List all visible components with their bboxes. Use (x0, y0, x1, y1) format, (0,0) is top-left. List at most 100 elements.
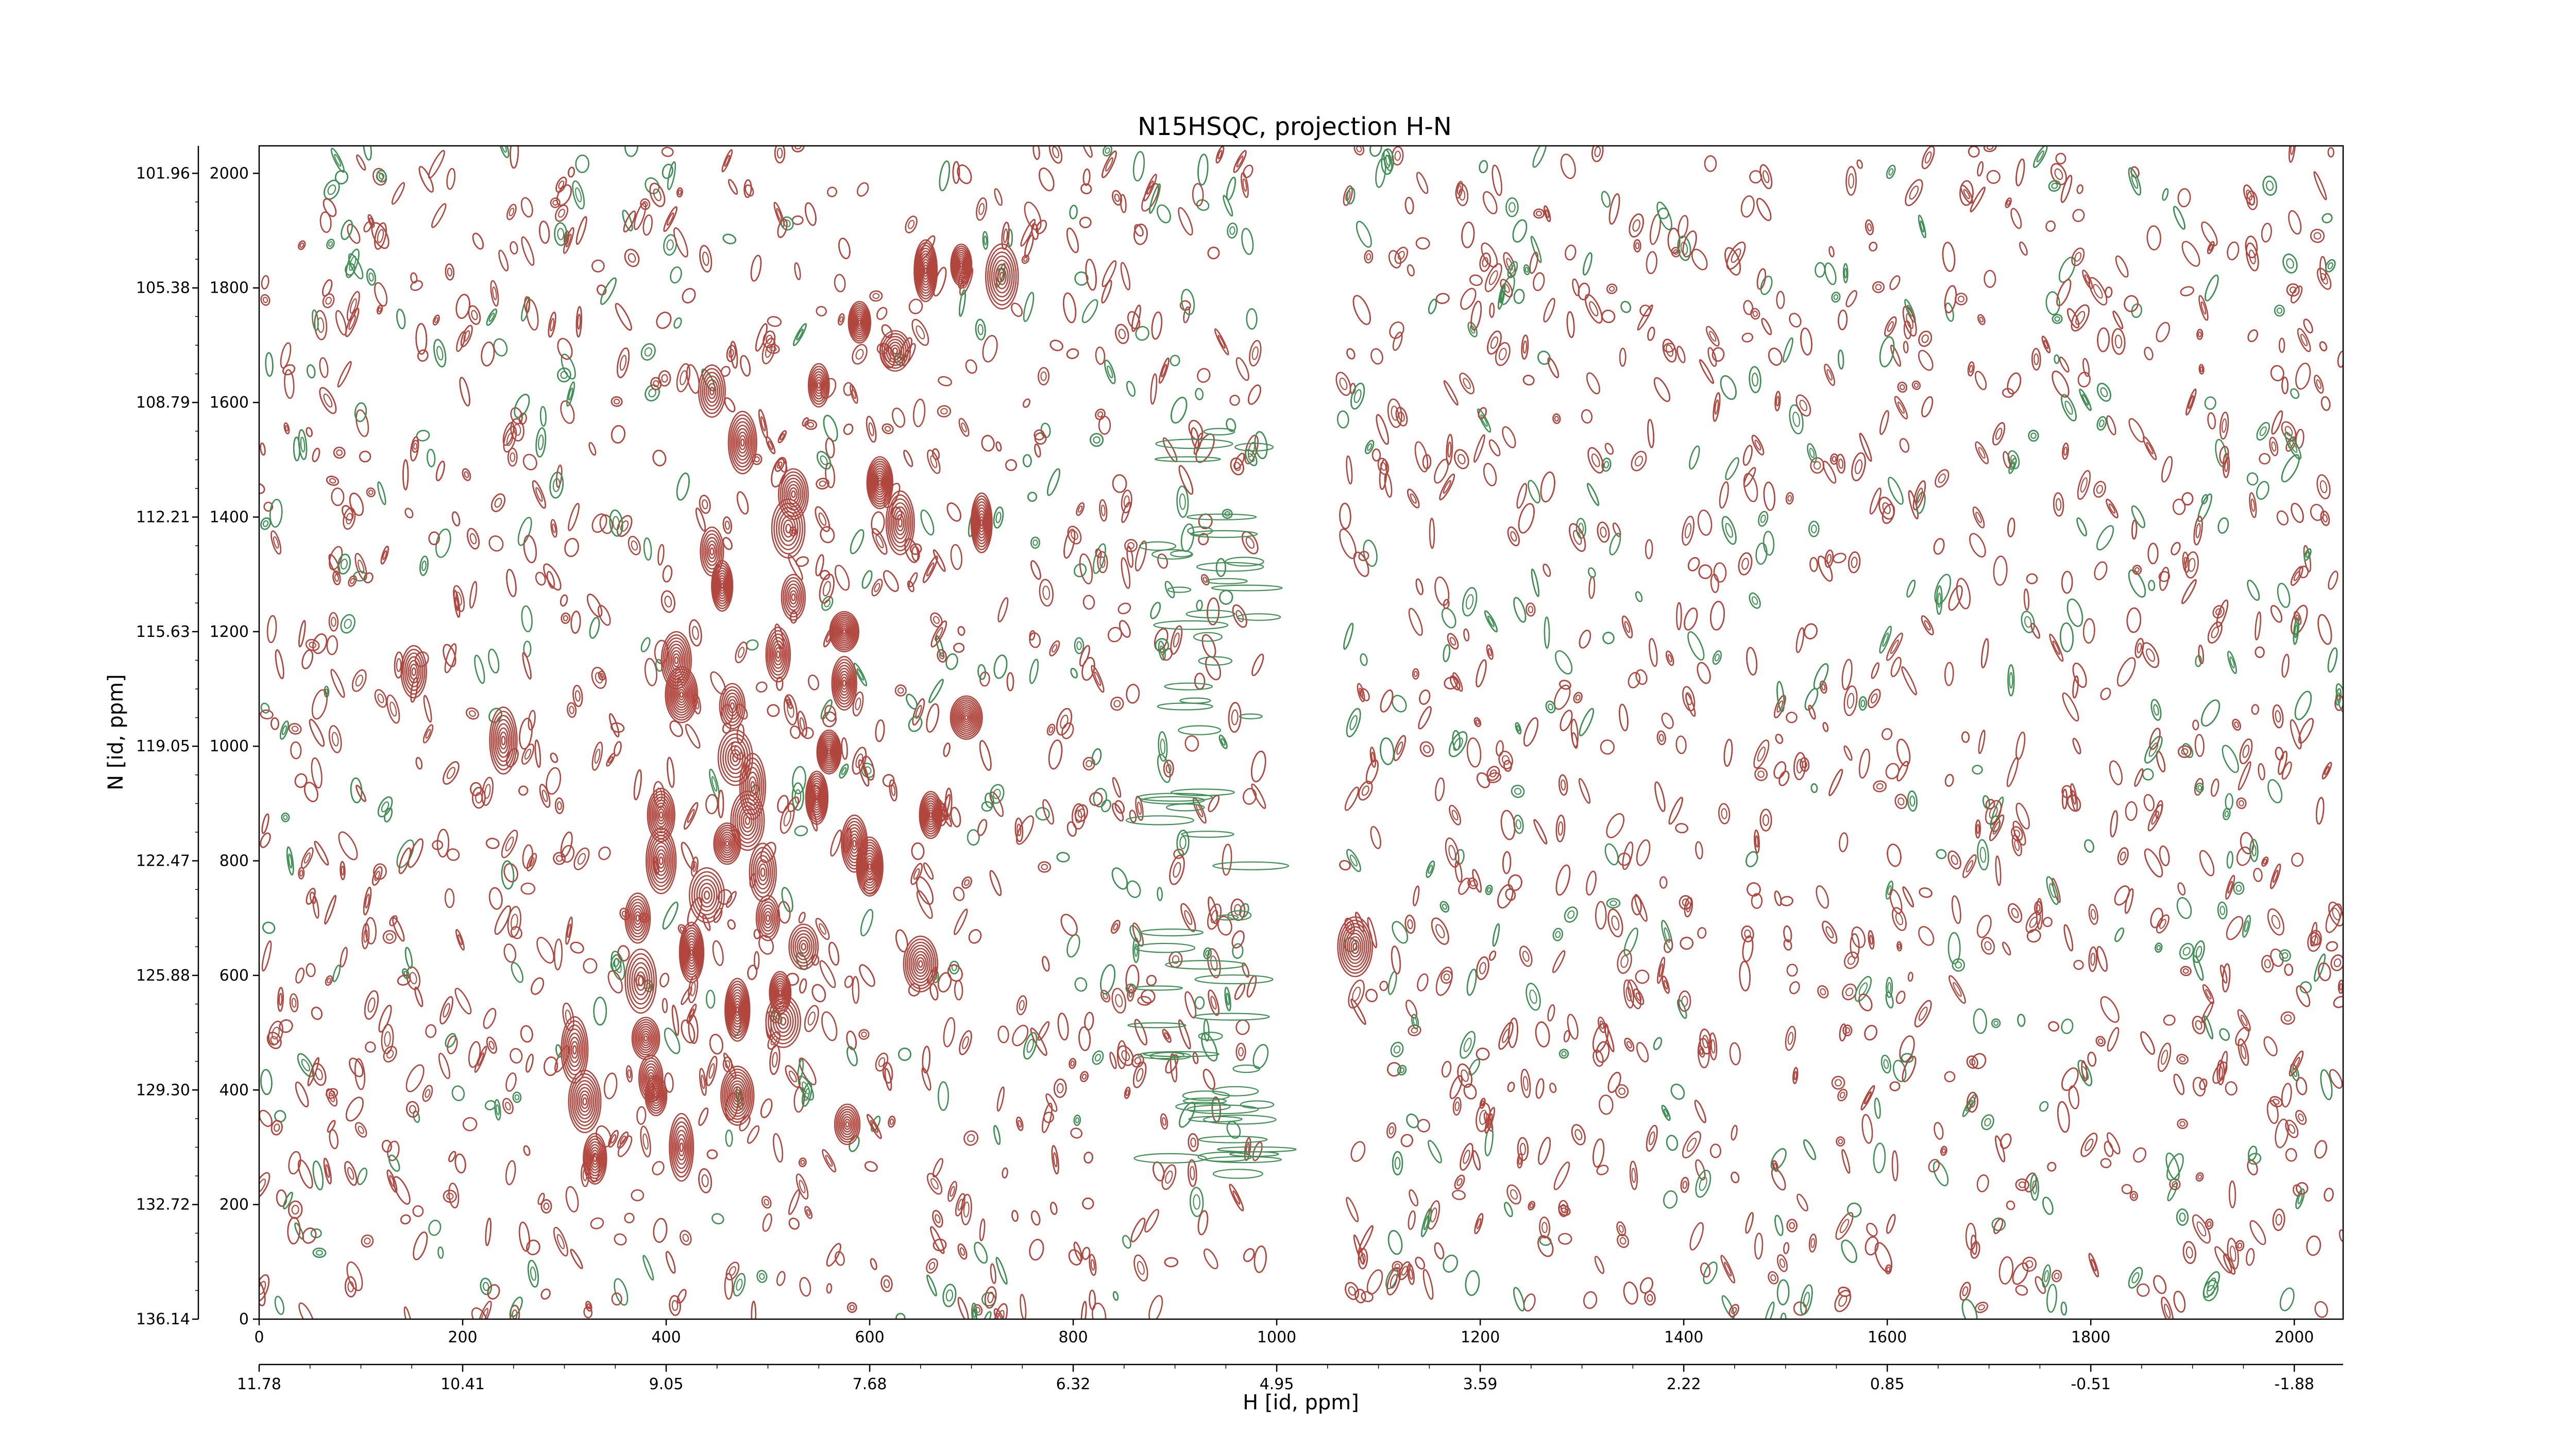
positive-contour (1230, 457, 1244, 476)
negative-contour (332, 964, 341, 983)
positive-contour (852, 747, 867, 775)
positive-contour (1040, 371, 1047, 381)
positive-contour (2180, 286, 2194, 296)
positive-contour (414, 986, 423, 1007)
positive-contour (595, 672, 603, 684)
positive-contour (586, 594, 603, 617)
positive-contour (1615, 1084, 1629, 1099)
positive-contour (1505, 888, 1516, 901)
positive-contour (1695, 841, 1703, 860)
negative-contour (2207, 1277, 2216, 1291)
negative-contour (1762, 531, 1775, 556)
positive-contour (2216, 599, 2229, 628)
positive-contour (2225, 1081, 2238, 1096)
positive-contour (2275, 1118, 2289, 1149)
positive-contour (1731, 1124, 1738, 1141)
positive-contour (565, 916, 573, 945)
positive-contour (2015, 731, 2026, 761)
negative-contour (1714, 653, 1720, 662)
negative-contour (1587, 567, 1596, 578)
negative-contour (2028, 430, 2039, 442)
positive-contour (2057, 1101, 2070, 1133)
negative-contour (1367, 443, 1372, 451)
positive-contour (1386, 1267, 1401, 1295)
positive-contour (767, 316, 782, 327)
positive-contour (1961, 731, 1970, 743)
positive-contour (1918, 926, 1935, 946)
positive-contour (935, 627, 943, 641)
positive-contour (591, 513, 607, 533)
negative-contour (2077, 1059, 2093, 1086)
positive-contour (1560, 710, 1573, 732)
positive-contour (1834, 1290, 1851, 1312)
negative-contour (1349, 854, 1358, 867)
positive-contour (1836, 453, 1846, 474)
positive-contour (328, 725, 342, 753)
positive-contour (1533, 819, 1548, 845)
negative-contour (1745, 851, 1758, 868)
positive-contour (2286, 283, 2300, 297)
positive-contour (1180, 903, 1196, 932)
positive-contour (1891, 907, 1907, 931)
positive-contour (1053, 1152, 1058, 1168)
positive-contour (843, 424, 854, 435)
positive-contour (1826, 369, 1833, 381)
negative-contour (279, 720, 289, 740)
positive-contour (687, 808, 695, 823)
positive-contour (275, 649, 284, 680)
positive-contour (1029, 1239, 1044, 1261)
positive-contour (2275, 1214, 2282, 1226)
peak-contour (638, 975, 644, 987)
positive-contour (432, 314, 440, 326)
negative-contour (427, 448, 436, 467)
positive-contour (451, 511, 461, 527)
positive-contour (802, 417, 809, 427)
positive-contour (964, 879, 970, 886)
negative-contour (1841, 1239, 1857, 1263)
positive-contour (1918, 1006, 1928, 1021)
positive-contour (1897, 401, 1905, 414)
positive-contour (1751, 893, 1763, 909)
positive-contour (1435, 293, 1450, 304)
positive-contour (1838, 1138, 1843, 1144)
positive-contour (636, 1106, 647, 1125)
negative-contour (2096, 525, 2114, 551)
positive-contour (361, 1234, 374, 1248)
negative-contour (984, 1311, 992, 1319)
negative-contour (263, 520, 269, 527)
negative-contour (1218, 734, 1228, 749)
negative-contour (613, 958, 619, 968)
positive-contour (2056, 279, 2072, 307)
negative-contour (995, 1257, 1008, 1285)
positive-contour (1858, 748, 1870, 779)
negative-contour (1807, 443, 1817, 463)
positive-contour (561, 612, 571, 624)
positive-contour (2137, 1283, 2150, 1297)
peak-contour (703, 890, 710, 900)
positive-contour (1810, 457, 1825, 474)
negative-contour (1219, 589, 1233, 605)
peak-contour (708, 544, 716, 559)
positive-contour (1215, 146, 1225, 164)
positive-contour (791, 215, 804, 225)
negative-contour (2049, 883, 2056, 898)
positive-contour (1934, 1122, 1944, 1140)
peak-contour (735, 1092, 740, 1100)
positive-contour (1113, 923, 1118, 931)
peak-contour (691, 871, 723, 920)
positive-contour (1762, 814, 1769, 826)
positive-contour (522, 453, 537, 470)
positive-contour (468, 305, 481, 325)
positive-contour (2011, 834, 2022, 856)
positive-contour (2014, 840, 2020, 851)
negative-contour (488, 648, 500, 674)
peak-contour (624, 948, 657, 1014)
positive-contour (501, 830, 518, 858)
positive-contour (378, 307, 382, 312)
peak-contour (648, 790, 674, 839)
positive-contour (1629, 213, 1644, 238)
positive-contour (567, 702, 577, 718)
positive-contour (1191, 427, 1199, 449)
negative-contour (2148, 580, 2156, 591)
negative-contour (1680, 242, 1688, 255)
